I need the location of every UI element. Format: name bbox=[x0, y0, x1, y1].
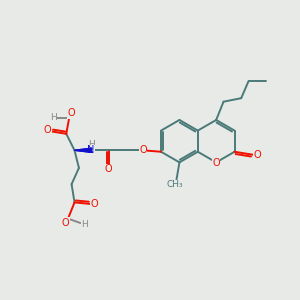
Text: O: O bbox=[62, 218, 70, 228]
Text: O: O bbox=[105, 164, 112, 174]
Text: O: O bbox=[212, 158, 220, 168]
Text: O: O bbox=[44, 125, 51, 135]
Text: CH₃: CH₃ bbox=[167, 180, 183, 189]
Polygon shape bbox=[74, 148, 92, 152]
Text: O: O bbox=[253, 150, 261, 160]
Text: O: O bbox=[90, 199, 98, 209]
Text: H: H bbox=[50, 113, 57, 122]
Polygon shape bbox=[74, 148, 92, 152]
Text: H: H bbox=[88, 140, 95, 149]
Text: O: O bbox=[139, 145, 147, 155]
Text: O: O bbox=[68, 109, 75, 118]
Text: N: N bbox=[87, 145, 95, 155]
Text: H: H bbox=[81, 220, 88, 229]
